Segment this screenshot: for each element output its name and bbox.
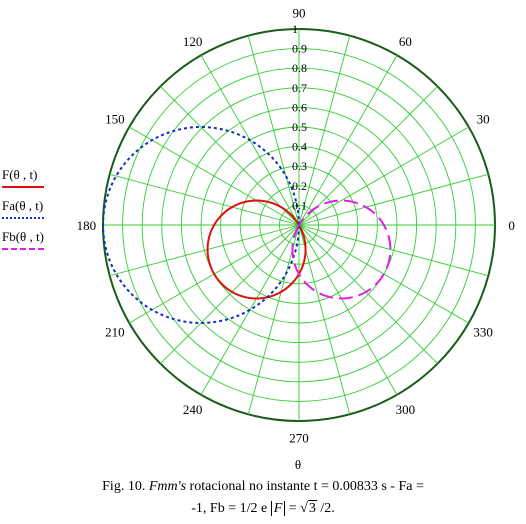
angle-tick-label: 0 bbox=[508, 218, 515, 233]
grid-spoke bbox=[298, 55, 398, 226]
figure-caption: Fig. 10. Fmm's rotacional no instante t … bbox=[0, 476, 526, 520]
angle-tick-label: 150 bbox=[105, 112, 125, 127]
grid-spoke bbox=[129, 126, 300, 226]
grid-spoke bbox=[109, 224, 300, 277]
radial-tick-label: 0.1 bbox=[292, 198, 307, 212]
caption-sqrt: √3 bbox=[300, 500, 317, 516]
grid-spoke bbox=[160, 224, 300, 364]
angle-tick-label: 60 bbox=[399, 34, 412, 49]
caption-line-1: Fig. 10. Fmm's rotacional no instante t … bbox=[0, 476, 526, 498]
legend-item-fb: Fb(θ , t) bbox=[2, 230, 72, 261]
grid-spoke bbox=[298, 224, 398, 395]
legend-line-f bbox=[2, 186, 44, 188]
legend: F(θ , t) Fa(θ , t) Fb(θ , t) bbox=[2, 168, 72, 261]
polar-grid bbox=[102, 28, 496, 422]
polar-tick-labels: 0 30 60 90 120 150 180 210 240 270 300 330 0.1 0.2 0.3… bbox=[77, 5, 515, 445]
angle-tick-label: 180 bbox=[77, 218, 97, 233]
angle-tick-label: 120 bbox=[183, 34, 203, 49]
grid-spoke bbox=[247, 224, 300, 415]
angle-tick-label: 300 bbox=[396, 402, 416, 417]
caption-line-2: -1, Fb = 1/2 e F = √3 /2. bbox=[0, 498, 526, 520]
angle-tick-label: 210 bbox=[105, 324, 125, 339]
radial-tick-label: 0.3 bbox=[292, 159, 307, 173]
caption-line2-text: -1, Fb = 1/2 e bbox=[191, 501, 268, 516]
legend-item-fa: Fa(θ , t) bbox=[2, 199, 72, 230]
legend-label-fa: Fa(θ , t) bbox=[2, 198, 44, 213]
grid-spoke bbox=[200, 224, 300, 395]
caption-italic-term: Fmm's bbox=[148, 479, 187, 494]
grid-spoke bbox=[298, 224, 438, 364]
grid-spoke bbox=[298, 173, 489, 226]
radial-tick-label: 1 bbox=[292, 22, 298, 36]
radial-tick-label: 0.4 bbox=[292, 140, 307, 154]
legend-line-fa bbox=[2, 217, 44, 219]
radial-tick-label: 0.6 bbox=[292, 100, 307, 114]
polar-series bbox=[101, 126, 392, 324]
caption-fig-number: Fig. 10. bbox=[102, 479, 146, 494]
legend-line-fb bbox=[2, 248, 44, 250]
radial-tick-label: 0.5 bbox=[292, 120, 307, 134]
angle-tick-label: 240 bbox=[183, 402, 203, 417]
grid-spoke bbox=[109, 173, 300, 226]
caption-equals: = bbox=[288, 501, 297, 516]
series-line-fa bbox=[101, 126, 300, 324]
grid-spoke bbox=[247, 35, 300, 226]
polar-chart: 0 30 60 90 120 150 180 210 240 270 300 330 0.1 0.2 0.3… bbox=[77, 5, 515, 470]
series-line-fb bbox=[291, 199, 392, 300]
legend-label-fb: Fb(θ , t) bbox=[2, 229, 44, 244]
grid-spoke bbox=[298, 86, 438, 226]
angle-tick-label: 30 bbox=[477, 112, 490, 127]
angle-tick-label: 270 bbox=[289, 431, 309, 446]
radial-tick-label: 0.8 bbox=[292, 61, 307, 75]
caption-abs-f: F bbox=[270, 501, 286, 516]
caption-sqrt-arg: 3 bbox=[307, 500, 317, 516]
grid-spoke bbox=[298, 126, 469, 226]
radial-tick-label: 0.9 bbox=[292, 42, 307, 56]
caption-line2-suffix: /2. bbox=[320, 501, 335, 516]
legend-label-f: F(θ , t) bbox=[2, 167, 38, 182]
legend-item-f: F(θ , t) bbox=[2, 168, 72, 199]
theta-axis-label: θ bbox=[295, 457, 301, 470]
grid-spoke bbox=[298, 224, 351, 415]
caption-line1-text: rotacional no instante t = 0.00833 s - F… bbox=[189, 479, 424, 494]
radial-tick-label: 0.2 bbox=[292, 179, 307, 193]
grid-spoke bbox=[160, 86, 300, 226]
grid-spoke bbox=[298, 35, 351, 226]
radial-tick-label: 0.7 bbox=[292, 81, 307, 95]
angle-tick-label: 90 bbox=[293, 5, 306, 20]
grid-spoke bbox=[298, 224, 489, 277]
angle-tick-label: 330 bbox=[473, 324, 493, 339]
